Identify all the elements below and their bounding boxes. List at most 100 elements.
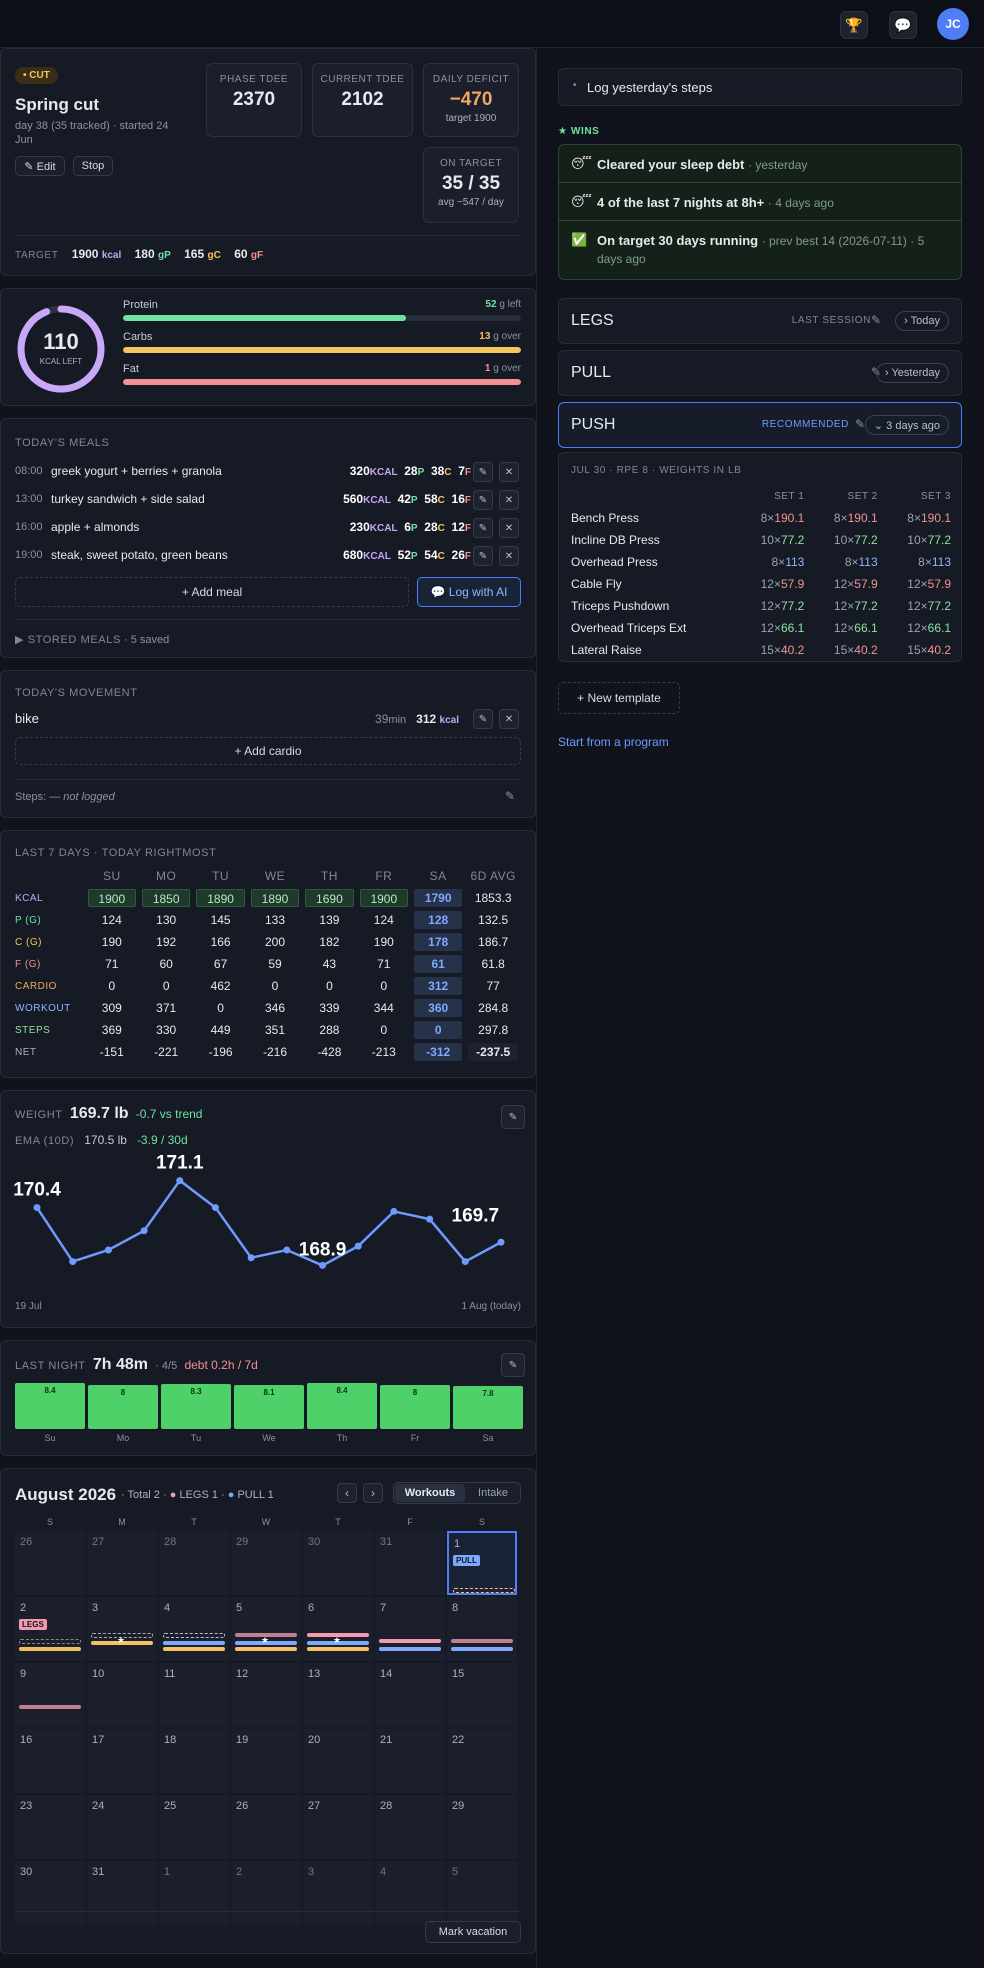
meal-fat: 12 — [451, 520, 465, 534]
calendar-day[interactable]: 30 — [303, 1531, 373, 1595]
edit-workout-icon[interactable]: ✎ — [870, 313, 881, 327]
delete-meal-button[interactable]: ✕ — [499, 462, 519, 482]
calendar-title: August 2026 — [15, 1485, 117, 1504]
calendar-day[interactable]: 14 — [375, 1663, 445, 1727]
calendar-day[interactable]: 11 — [159, 1663, 229, 1727]
edit-phase-button[interactable]: ✎ Edit — [15, 156, 65, 176]
edit-meal-button[interactable]: ✎ — [473, 490, 493, 510]
calendar-day[interactable]: 3 ★ — [87, 1597, 157, 1661]
calendar-day[interactable]: 24 — [87, 1795, 157, 1859]
calendar-day[interactable]: 4 — [375, 1861, 445, 1925]
calendar-day[interactable]: 10 — [87, 1663, 157, 1727]
macro-name-0: Protein — [123, 299, 158, 311]
prev-month-button[interactable]: ‹ — [337, 1483, 357, 1503]
calendar-day[interactable]: 21 — [375, 1729, 445, 1793]
calendar-day[interactable]: 31 — [87, 1861, 157, 1925]
edit-steps-icon[interactable]: ✎ — [505, 789, 516, 803]
calendar-day[interactable]: 27 — [87, 1531, 157, 1595]
edit-weight-button[interactable]: ✎ — [501, 1105, 525, 1129]
avatar[interactable]: JC — [937, 8, 969, 40]
delete-activity-button[interactable]: ✕ — [499, 709, 519, 729]
log-with-ai-button[interactable]: 💬 Log with AI — [417, 577, 521, 607]
calendar-day[interactable]: 28 — [159, 1531, 229, 1595]
calendar-day[interactable]: 15 — [447, 1663, 517, 1727]
calendar-day[interactable]: 12 — [231, 1663, 301, 1727]
week-day-header: TU — [212, 869, 230, 883]
week-avg-value: 132.5 — [478, 913, 509, 927]
set-reps: 15 — [907, 643, 921, 657]
calendar-day[interactable]: 23 — [15, 1795, 85, 1859]
edit-sleep-button[interactable]: ✎ — [501, 1353, 525, 1377]
calendar-day[interactable]: 19 — [231, 1729, 301, 1793]
workout-when-pill[interactable]: ⌄ 3 days ago — [864, 415, 949, 435]
calendar-day[interactable]: 26 — [231, 1795, 301, 1859]
calendar-day[interactable]: 26 — [15, 1531, 85, 1595]
calendar-day[interactable]: 5 — [447, 1861, 517, 1925]
calendar-day[interactable]: 20 — [303, 1729, 373, 1793]
edit-meal-button[interactable]: ✎ — [473, 462, 493, 482]
calendar-day-number: 23 — [20, 1800, 33, 1812]
mark-vacation-button[interactable]: Mark vacation — [425, 1921, 521, 1943]
new-template-button[interactable]: + New template — [558, 682, 680, 714]
calendar-day[interactable]: 8 — [447, 1597, 517, 1661]
workout-card-legs[interactable]: LEGS LAST SESSION ✎ › Today — [558, 298, 962, 344]
exercise-header-row: SET 1 SET 2 SET 3 — [571, 485, 951, 507]
calendar-day[interactable]: 29 — [447, 1795, 517, 1859]
tab-workouts[interactable]: Workouts — [395, 1484, 465, 1502]
calendar-day[interactable]: 9 — [15, 1663, 85, 1727]
start-from-program-link[interactable]: Start from a program — [558, 735, 669, 749]
calendar-day[interactable]: 5 ★ — [231, 1597, 301, 1661]
next-month-button[interactable]: › — [363, 1483, 383, 1503]
exercise-set: 12×57.9 — [907, 577, 951, 591]
tab-intake[interactable]: Intake — [478, 1487, 508, 1499]
week-row-label: KCAL — [15, 892, 44, 904]
calendar-day[interactable]: 22 — [447, 1729, 517, 1793]
calendar-day[interactable]: 29 — [231, 1531, 301, 1595]
sleep-bar-label: 8.4 — [336, 1386, 348, 1395]
calendar-day[interactable]: 30 — [15, 1861, 85, 1925]
workout-when-pill[interactable]: › Today — [895, 311, 949, 331]
calendar-day[interactable]: 6 ★ — [303, 1597, 373, 1661]
edit-meal-button[interactable]: ✎ — [473, 518, 493, 538]
add-cardio-button[interactable]: + Add cardio — [15, 737, 521, 765]
calendar-day[interactable]: 1 — [159, 1861, 229, 1925]
calendar-day[interactable]: 18 — [159, 1729, 229, 1793]
stop-phase-button[interactable]: Stop — [73, 156, 113, 176]
workout-when-pill[interactable]: › Yesterday — [875, 363, 949, 383]
chat-icon[interactable]: 💬 — [889, 11, 917, 39]
delete-meal-button[interactable]: ✕ — [499, 546, 519, 566]
workout-card-push[interactable]: PUSH RECOMMENDED ✎ ⌄ 3 days ago — [558, 402, 962, 448]
calendar-day[interactable]: 2 — [231, 1861, 301, 1925]
movement-card: TODAY'S MOVEMENT bike 39min 312 kcal ✎ ✕… — [0, 670, 536, 818]
calendar-day[interactable]: 25 — [159, 1795, 229, 1859]
edit-activity-button[interactable]: ✎ — [473, 709, 493, 729]
workout-card-pull[interactable]: PULL ✎ › Yesterday — [558, 350, 962, 396]
week-cell: 0 — [411, 1019, 465, 1041]
edit-workout-icon[interactable]: ✎ — [854, 417, 865, 431]
add-meal-button[interactable]: + Add meal — [15, 577, 409, 607]
calendar-day[interactable]: 1 PULL — [447, 1531, 517, 1595]
calendar-day[interactable]: 27 — [303, 1795, 373, 1859]
calendar-day[interactable]: 16 — [15, 1729, 85, 1793]
calendar-day[interactable]: 17 — [87, 1729, 157, 1793]
calendar-day[interactable]: 7 — [375, 1597, 445, 1661]
calendar-day[interactable]: 4 — [159, 1597, 229, 1661]
calendar-day[interactable]: 28 — [375, 1795, 445, 1859]
exercise-set: 12×66.1 — [907, 621, 951, 635]
trophy-icon[interactable]: 🏆 — [840, 11, 868, 39]
edit-meal-button[interactable]: ✎ — [473, 546, 493, 566]
delete-meal-button[interactable]: ✕ — [499, 518, 519, 538]
calendar-day[interactable]: 13 — [303, 1663, 373, 1727]
on-target-label: ON TARGET — [440, 158, 502, 169]
calendar-day[interactable]: 31 — [375, 1531, 445, 1595]
calendar-day[interactable]: 2 LEGS — [15, 1597, 85, 1661]
week-cell: 59 — [248, 953, 302, 975]
sleep-label: LAST NIGHT — [15, 1360, 86, 1372]
calendar-day[interactable]: 3 — [303, 1861, 373, 1925]
star-icon: ★ — [261, 1635, 270, 1645]
log-steps-card[interactable]: • Log yesterday's steps — [558, 68, 962, 106]
stored-meals-toggle[interactable]: ▶ STORED MEALS · 5 saved — [15, 633, 169, 646]
delete-meal-button[interactable]: ✕ — [499, 490, 519, 510]
set-reps: 10 — [833, 533, 848, 547]
week-cell: -213 — [357, 1041, 411, 1063]
